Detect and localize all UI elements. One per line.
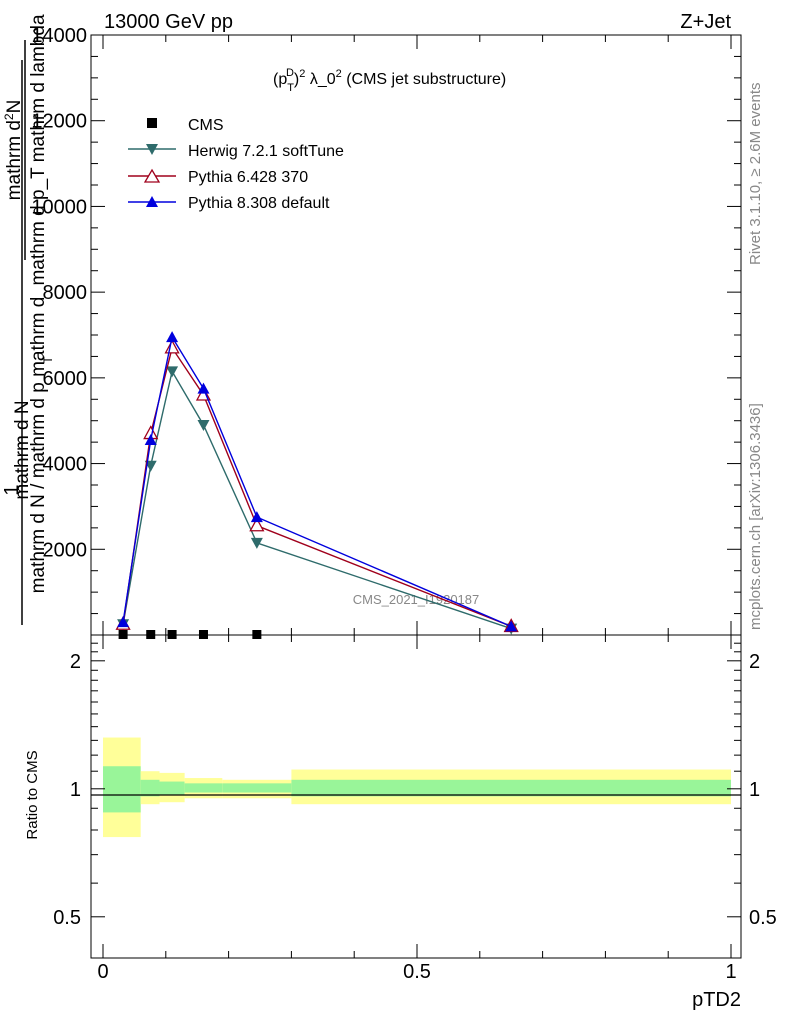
ratio-band-inner [222, 783, 292, 793]
data-point [250, 537, 263, 549]
data-point [250, 511, 263, 523]
ratio-frame [90, 634, 742, 959]
y-tick-label: 14000 [31, 25, 87, 47]
legend-item-herwig: Herwig 7.2.1 softTune [128, 143, 344, 160]
analysis-watermark: CMS_2021_I1920187 [353, 592, 480, 607]
y-tick-label: 6000 [43, 368, 88, 390]
x-axis-label: pTD2 [692, 989, 741, 1011]
data-point [164, 339, 180, 354]
data-point [166, 366, 179, 378]
main-ytick-labels: 2000 4000 6000 8000 10000 12000 14000 [31, 25, 87, 561]
y-tick-label: 2000 [43, 539, 88, 561]
ratio-y-tick-label: 1 [749, 779, 760, 801]
legend-item-pythia6: Pythia 6.428 370 [128, 168, 308, 186]
data-point [505, 620, 518, 632]
y-tick-label: 8000 [43, 282, 88, 304]
series-pythia6 [115, 339, 519, 633]
y-tick-label: 10000 [31, 196, 87, 218]
data-point [249, 517, 265, 532]
x-tick-label: 0 [97, 961, 108, 983]
ratio-y-tick-label: 0.5 [749, 907, 777, 929]
data-point [166, 331, 179, 343]
x-tick-label: 1 [725, 961, 736, 983]
data-point [197, 382, 210, 394]
y-tick-label: 4000 [43, 454, 88, 476]
series-line [122, 346, 512, 628]
ratio-y-tick-label: 2 [749, 651, 760, 673]
data-point [117, 616, 130, 628]
data-point [197, 420, 210, 431]
main-axis-ticks [91, 34, 741, 636]
svg-text:Pythia 8.308 default: Pythia 8.308 default [188, 195, 330, 212]
svg-text:(pTD)2 λ_02 (CMS jet substruct: (pTD)2 λ_02 (CMS jet substructure) [273, 67, 506, 94]
ratio-band-inner [103, 766, 141, 813]
ratio-tick-labels: 0.5 0.5 1 1 2 2 0 0.5 1 [53, 651, 777, 983]
header-right-label: Z+Jet [680, 11, 731, 33]
ratio-y-tick-label: 0.5 [53, 907, 81, 929]
series-layer [115, 331, 519, 639]
legend: CMS Herwig 7.2.1 softTune Pythia 6.428 3… [128, 117, 344, 212]
svg-text:T: T [41, 356, 55, 364]
x-tick-label: 0.5 [403, 961, 431, 983]
ratio-y-tick-label: 1 [70, 779, 81, 801]
mcplots-label: mcplots.cern.ch [arXiv:1306.3436] [747, 403, 764, 630]
ratio-y-axis-label: Ratio to CMS [24, 750, 41, 839]
ratio-bands [103, 737, 731, 838]
ratio-band-inner [159, 781, 185, 795]
ratio-axis-ticks [91, 635, 741, 958]
svg-text:CMS: CMS [188, 117, 224, 134]
series-pythia8 [117, 331, 518, 632]
svg-text:Herwig 7.2.1 softTune: Herwig 7.2.1 softTune [188, 143, 344, 160]
data-point [144, 434, 157, 445]
rivet-label: Rivet 3.1.10, ≥ 2.6M events [747, 83, 764, 266]
ratio-band-inner [291, 779, 731, 797]
series-line [122, 335, 512, 628]
main-title: (pTD)2 λ_02 (CMS jet substructure) [273, 67, 506, 94]
legend-item-pythia8: Pythia 8.308 default [128, 195, 330, 212]
ratio-band-inner [140, 779, 160, 797]
svg-text:Pythia 6.428 370: Pythia 6.428 370 [188, 169, 308, 186]
main-y-axis-label: 1 mathrm d N mathrm d N / mathrm d p mat… [1, 14, 55, 625]
svg-text:mathrm d2N: mathrm d2N [2, 100, 25, 201]
header-left-label: 13000 GeV pp [104, 11, 233, 33]
legend-item-cms: CMS [147, 117, 224, 134]
y-tick-label: 12000 [31, 111, 87, 133]
ratio-band-inner [184, 783, 223, 793]
svg-text:1: 1 [1, 484, 23, 495]
svg-text:mathrm d p_T mathrm d lambda: mathrm d p_T mathrm d lambda [28, 14, 49, 285]
series-line [122, 369, 512, 630]
ratio-y-tick-label: 2 [70, 651, 81, 673]
svg-text:mathrm d N / mathrm d p mathrm: mathrm d N / mathrm d p mathrm d [28, 297, 49, 594]
